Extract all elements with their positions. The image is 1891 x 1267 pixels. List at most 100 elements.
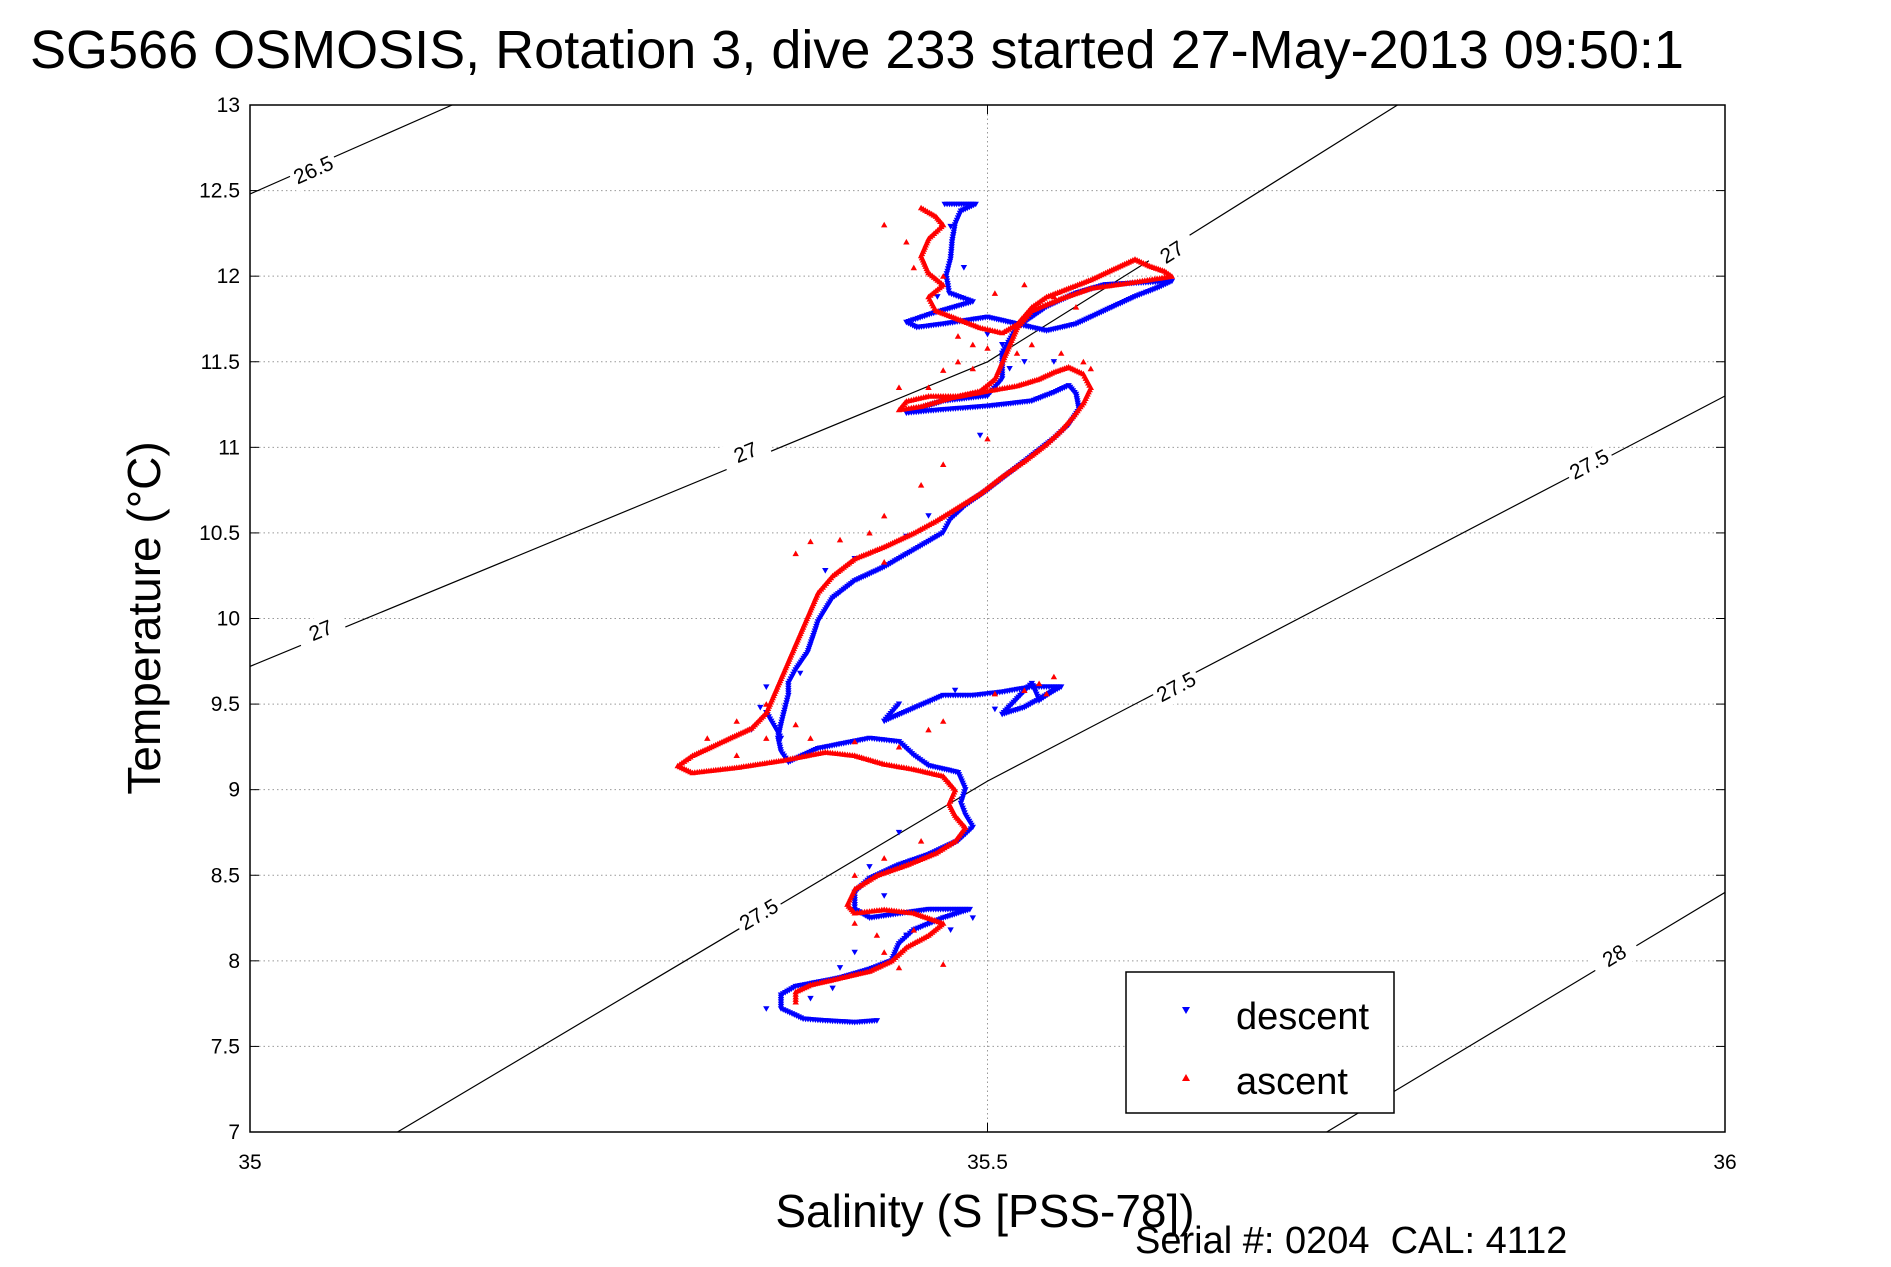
ascent-point: [1080, 358, 1087, 365]
legend-box: [1125, 971, 1395, 1114]
ascent-point: [881, 855, 888, 861]
ascent-point: [969, 365, 976, 372]
ascent-point: [954, 358, 962, 365]
ascent-point: [969, 341, 976, 348]
legend-descent-marker: [1182, 1007, 1190, 1014]
ascent-point: [954, 333, 962, 339]
descent-point: [1021, 359, 1028, 365]
descent-point: [1006, 366, 1013, 372]
ascent-point: [1035, 680, 1043, 687]
ascent-point: [836, 536, 844, 543]
y-tick-label: 10.5: [199, 522, 240, 545]
descent-point: [947, 223, 954, 230]
ascent-point: [991, 290, 999, 296]
ascent-point: [940, 461, 947, 467]
descent-point: [836, 965, 844, 971]
descent-point: [903, 932, 910, 939]
x-axis-label: Salinity (S [PSS-78]): [775, 1185, 1194, 1237]
descent-point: [797, 670, 804, 677]
ascent-point: [881, 559, 888, 565]
ascent-point: [881, 221, 888, 228]
ascent-point: [763, 735, 770, 741]
ascent-point: [733, 752, 740, 758]
descent-point: [895, 829, 903, 836]
ascent-point: [917, 482, 925, 488]
ascent-point: [1072, 304, 1080, 310]
isopycnal-label-background: [731, 890, 787, 939]
ascent-point: [910, 927, 917, 933]
descent-point: [881, 893, 888, 899]
ascent-point: [1087, 365, 1094, 372]
descent-point: [851, 949, 858, 956]
x-tick-label: 35: [238, 1151, 261, 1174]
descent-point: [1050, 359, 1058, 365]
ascent-point: [851, 920, 858, 926]
y-tick-label: 11.5: [201, 351, 240, 374]
legend-ascent-label: ascent: [1236, 1061, 1348, 1103]
descent-point: [873, 1018, 881, 1024]
isopycnal-label-background: [1148, 663, 1205, 711]
legend-ascent-marker: [1182, 1074, 1190, 1081]
ascent-point: [940, 367, 947, 373]
chart-title: SG566 OSMOSIS, Rotation 3, dive 233 star…: [30, 20, 1684, 80]
descent-point: [763, 1006, 770, 1012]
descent-point: [960, 265, 968, 271]
ascent-point: [903, 238, 910, 245]
ascent-point: [807, 538, 814, 545]
ascent-point: [940, 718, 947, 724]
ascent-point: [881, 949, 888, 955]
isopycnal-line-27-5: [397, 395, 1725, 1132]
isopycnal-label-background: [1561, 440, 1618, 488]
y-tick-label: 8.5: [211, 864, 240, 887]
ascent-point: [940, 273, 947, 279]
y-axis-label: Temperature (°C): [118, 441, 170, 794]
ascent-point: [1058, 350, 1065, 356]
y-tick-label: 10: [217, 608, 240, 631]
descent-point: [947, 927, 954, 933]
descent-point: [866, 864, 873, 870]
ascent-point: [807, 735, 814, 741]
grid: [250, 105, 1725, 1132]
descent-point: [951, 687, 959, 694]
ascent-point: [792, 998, 799, 1005]
data-points: [674, 201, 1176, 1026]
ascent-point: [925, 384, 932, 390]
isopycnal-label-background: [1586, 931, 1643, 981]
ascent-point: [991, 690, 999, 697]
isopycnal-label-background: [1144, 227, 1200, 277]
descent-point: [991, 706, 999, 713]
legend-descent-label: descent: [1236, 996, 1370, 1038]
legend: descent ascent: [1125, 971, 1395, 1114]
ascent-point: [1021, 687, 1028, 693]
ascent-point: [733, 718, 740, 724]
isopycnal-line-26-5: [250, 105, 453, 195]
descent-point: [984, 331, 991, 338]
ascent-point: [1050, 293, 1058, 300]
ascent-point: [895, 964, 903, 971]
y-tick-label: 12: [217, 265, 240, 288]
descent-point: [757, 704, 764, 711]
ascent-point: [704, 735, 711, 741]
ascent-point: [851, 738, 858, 745]
ascent-point: [917, 838, 925, 844]
y-tick-label: 9.5: [211, 693, 240, 716]
y-tick-label: 12.5: [199, 180, 240, 203]
y-tick-label: 9: [228, 779, 240, 802]
ascent-point: [895, 384, 903, 390]
ascent-point: [984, 345, 991, 351]
descent-point: [934, 294, 941, 300]
ascent-point: [1013, 350, 1021, 356]
descent-point: [829, 985, 836, 992]
y-tick-label: 7: [228, 1121, 240, 1144]
density-contours: [250, 105, 1725, 1132]
ascent-point: [1050, 673, 1058, 680]
ascent-point: [984, 435, 991, 442]
footer-serial-cal: Serial #: 0204 CAL: 4112: [1135, 1220, 1567, 1262]
isopycnal-line-27: [250, 105, 1398, 667]
ascent-point: [792, 721, 799, 728]
isopycnal-label-background: [293, 608, 349, 653]
ascent-point: [1043, 690, 1050, 697]
